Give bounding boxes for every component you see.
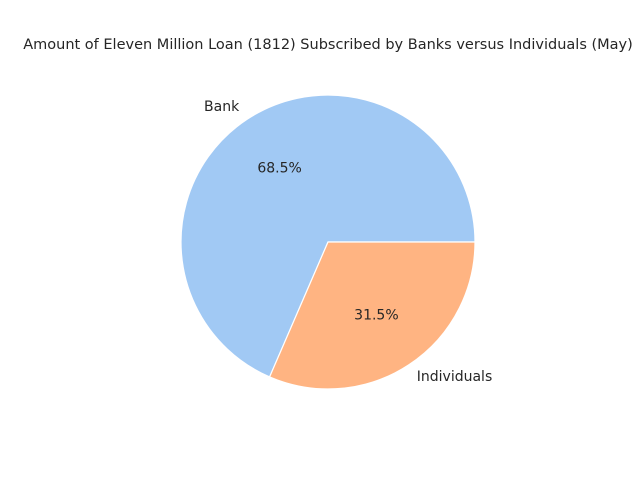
pie-slice-bank [180,94,476,378]
pie-percent-label: 31.5% [354,308,398,324]
pie-percent-label: 68.5% [257,160,301,176]
chart-title: Amount of Eleven Million Loan (1812) Sub… [23,37,633,53]
pie-labels: 68.5% Bank 31.5% Individuals [204,99,492,385]
pie-category-label: Individuals [417,369,492,385]
pie-slice-individuals [268,241,476,390]
pie-category-label: Bank [204,99,240,115]
pie-slices [180,94,476,390]
